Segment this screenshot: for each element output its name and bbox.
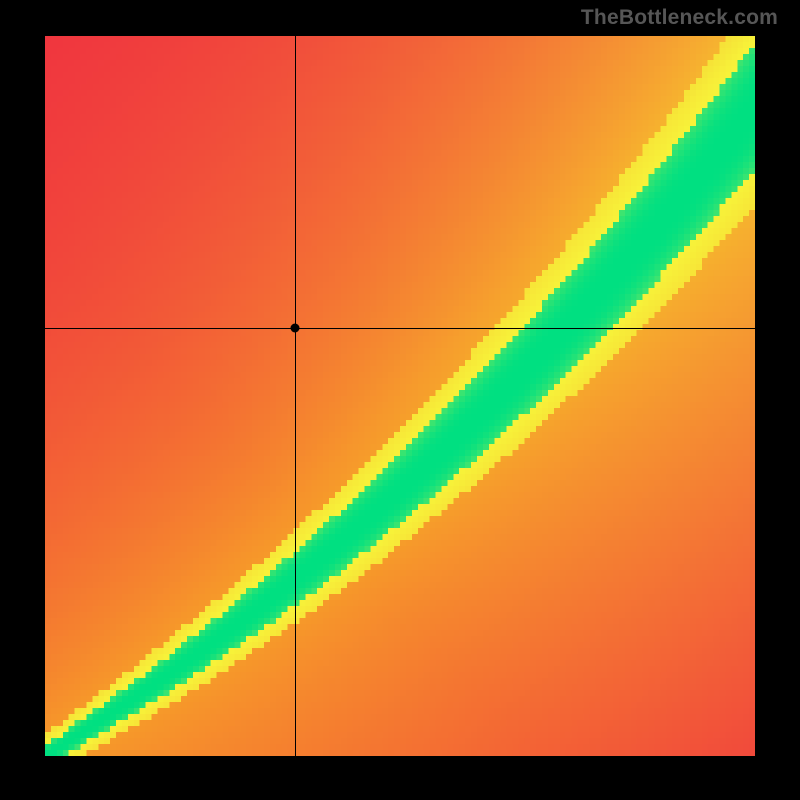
- crosshair-marker: [290, 323, 299, 332]
- heatmap-canvas: [45, 36, 755, 756]
- crosshair-vertical: [295, 36, 296, 756]
- bottleneck-heatmap: [45, 36, 755, 756]
- crosshair-horizontal: [45, 328, 755, 329]
- watermark-text: TheBottleneck.com: [581, 6, 778, 30]
